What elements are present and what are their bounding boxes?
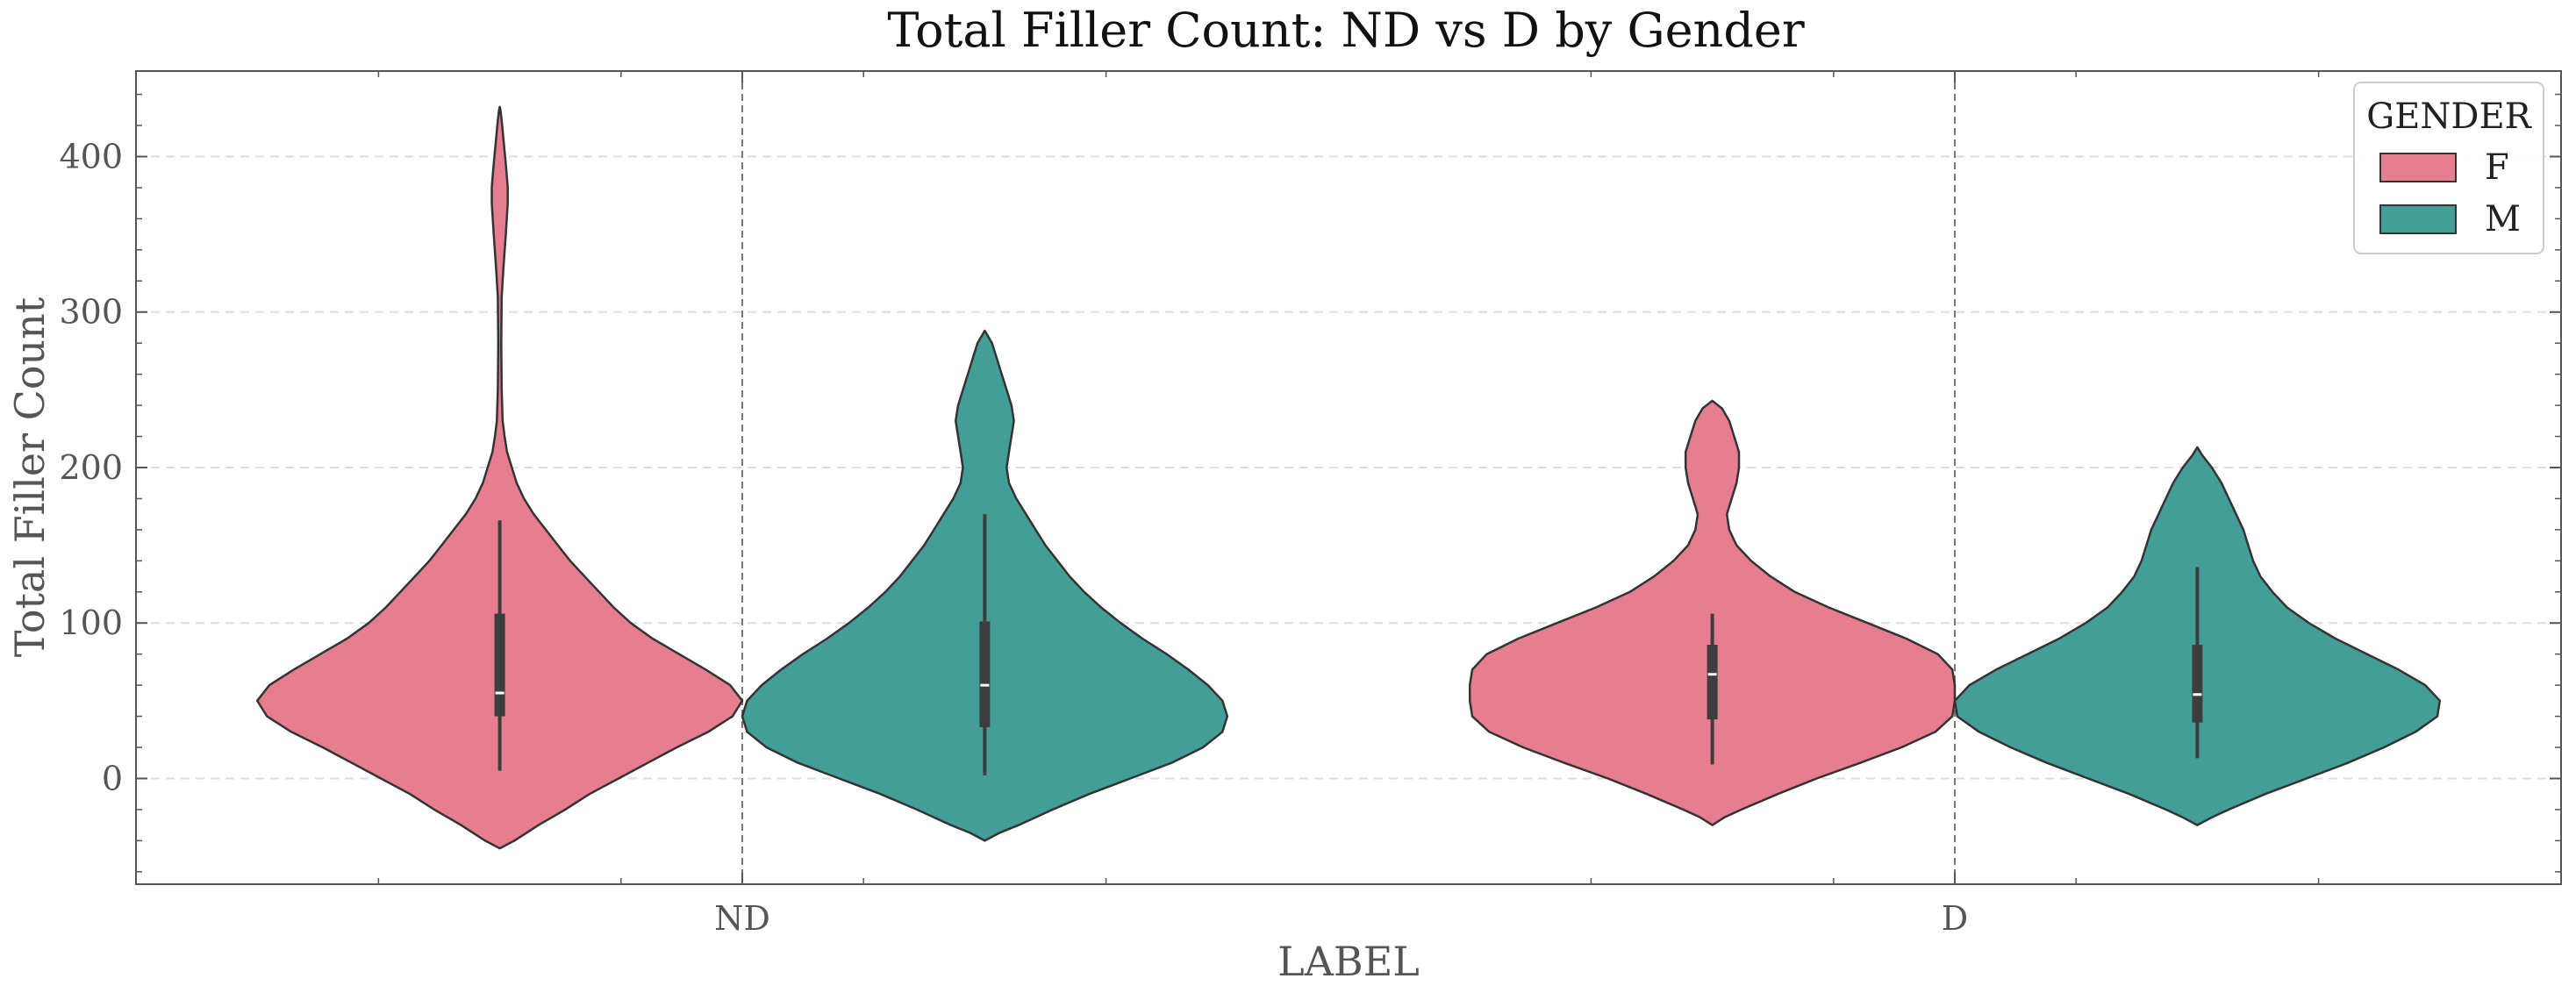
legend-label-f: F (2485, 147, 2509, 188)
violin-f-d (1468, 399, 1957, 826)
y-tick-label: 400 (59, 137, 123, 175)
x-tick-label: D (1942, 899, 1968, 938)
violin-iqr-box (494, 613, 505, 717)
violin-iqr-box (1707, 645, 1718, 720)
legend-title: GENDER (2366, 96, 2532, 137)
y-tick-label: 100 (59, 604, 123, 642)
violin-f-nd (255, 105, 744, 850)
legend-swatch-f (2379, 153, 2457, 182)
legend: GENDER F M (2353, 82, 2544, 254)
plot-frame (135, 70, 2562, 885)
violin-body (255, 105, 744, 850)
violins (255, 105, 2442, 850)
chart-title: Total Filler Count: ND vs D by Gender (887, 3, 1805, 58)
y-tick-label: 200 (59, 448, 123, 487)
violin-m-nd (741, 329, 1229, 842)
violin-iqr-box (2192, 645, 2203, 723)
x-tick-label: ND (714, 899, 770, 938)
category-separators (741, 71, 1956, 884)
y-tick-label: 300 (59, 293, 123, 332)
violin-m-d (1953, 446, 2442, 826)
violin-body (1468, 399, 1957, 826)
legend-swatch-m (2379, 204, 2457, 234)
y-axis-label: Total Filler Count (6, 296, 54, 657)
legend-label-m: M (2485, 199, 2521, 239)
axis-ticks: 0 100 200 300 400 ND D (59, 71, 2561, 938)
violin-iqr-box (979, 621, 991, 727)
x-axis-label: LABEL (1277, 938, 1420, 985)
y-tick-label: 0 (102, 759, 123, 797)
